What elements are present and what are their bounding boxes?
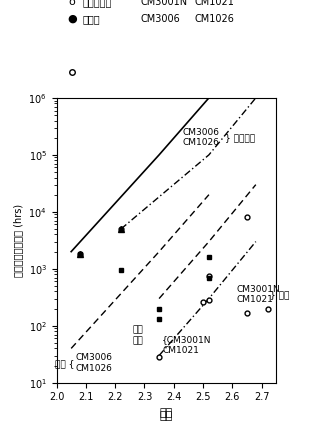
Text: ●: ● (67, 14, 77, 24)
Text: } 紹張強さ: } 紹張強さ (225, 133, 255, 142)
Text: 伸び {: 伸び { (55, 359, 74, 368)
Text: } 伸び: } 伸び (270, 290, 290, 299)
Text: o: o (68, 0, 75, 7)
Text: ナチュラル: ナチュラル (83, 0, 112, 7)
Text: CM3006
CM1026: CM3006 CM1026 (76, 353, 113, 373)
Text: 耕　熱: 耕 熱 (83, 14, 100, 24)
Text: {CM3001N
CM1021: {CM3001N CM1021 (162, 335, 212, 355)
Text: CM3006: CM3006 (140, 14, 180, 24)
Text: 引張
強さ: 引張 強さ (132, 326, 143, 345)
Text: CM3001N: CM3001N (140, 0, 187, 7)
Text: CM3001N
CM1021: CM3001N CM1021 (237, 285, 280, 304)
Text: 温度: 温度 (160, 411, 173, 421)
Text: CM3006
CM1026: CM3006 CM1026 (182, 128, 219, 147)
Text: CM1026: CM1026 (195, 14, 235, 24)
Text: CM1021: CM1021 (195, 0, 235, 7)
Y-axis label: 引張特性の半減期 (hrs): 引張特性の半減期 (hrs) (13, 204, 23, 277)
X-axis label: 温度: 温度 (160, 408, 173, 418)
